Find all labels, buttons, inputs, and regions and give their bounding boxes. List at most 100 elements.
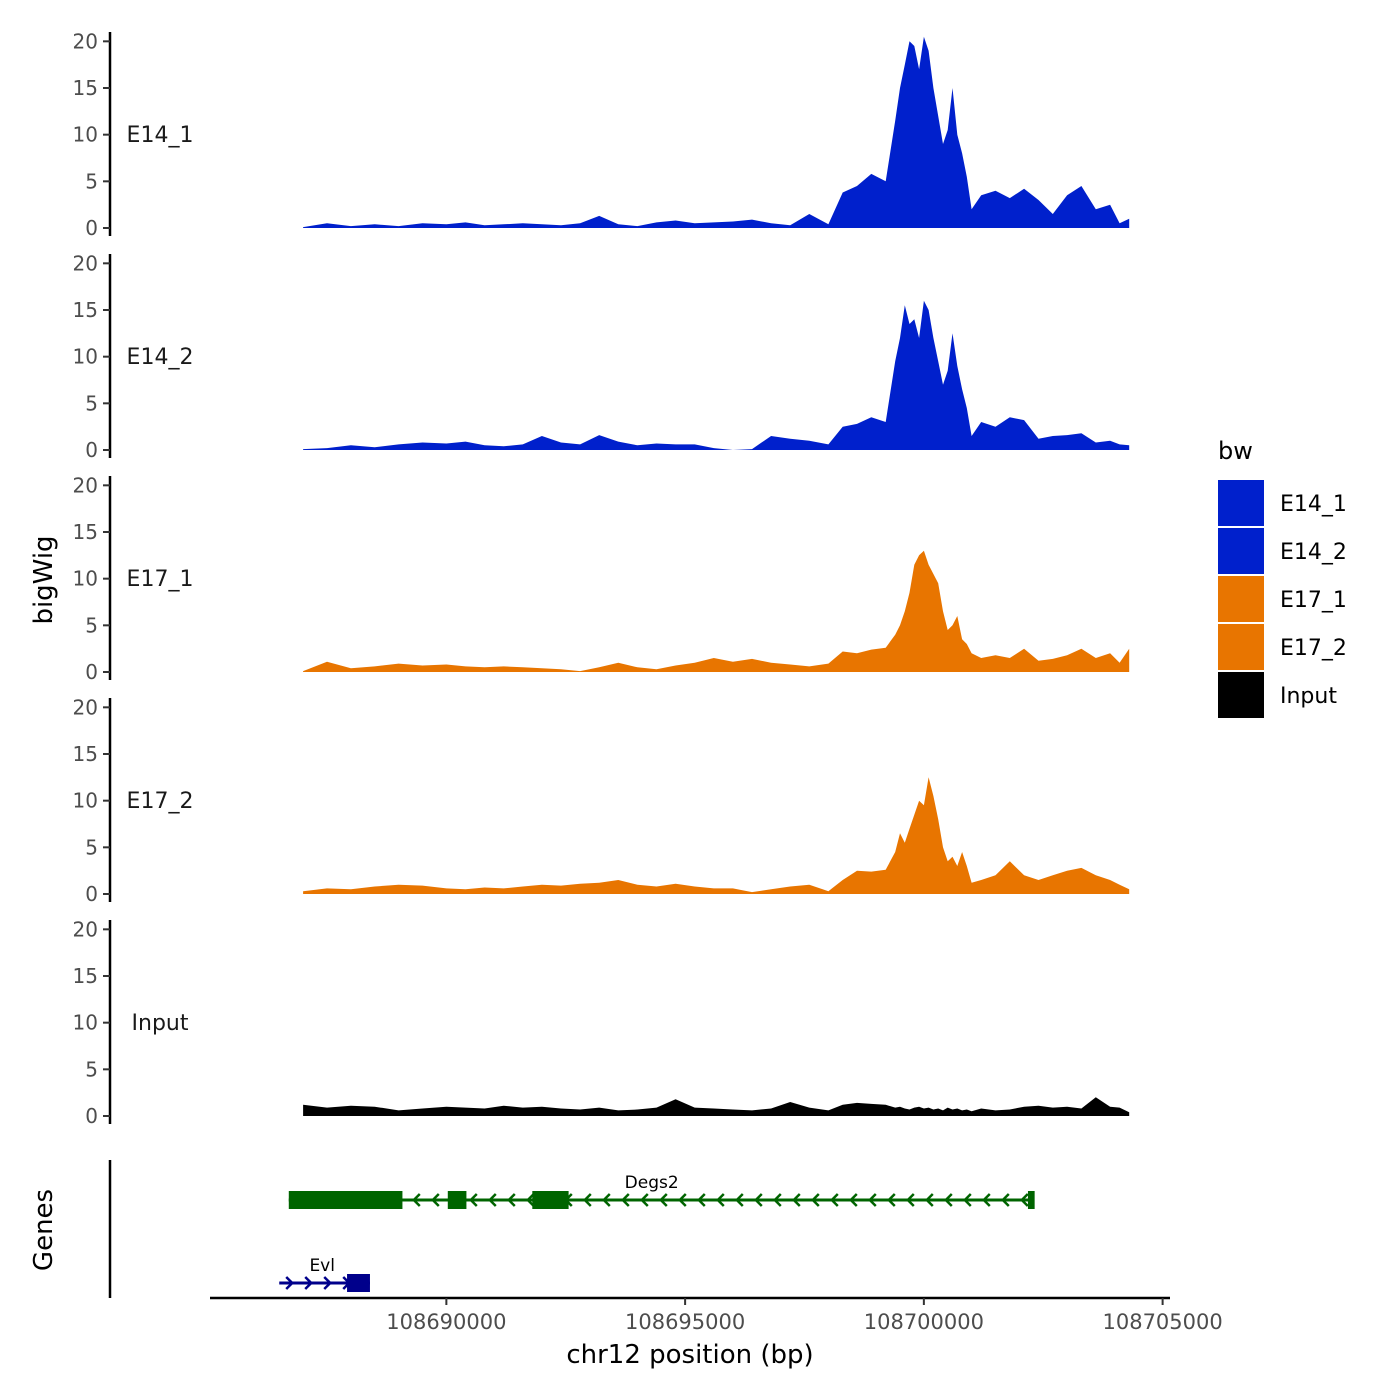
gene-exon xyxy=(532,1191,569,1209)
gene-evl: Evl xyxy=(279,1256,370,1292)
gene-exon xyxy=(288,1191,403,1209)
legend-label: E14_1 xyxy=(1280,492,1347,517)
signal-area-Input xyxy=(303,1097,1130,1116)
y-tick-label: 20 xyxy=(73,917,98,941)
strand-arrow xyxy=(773,1193,782,1207)
y-tick-label: 15 xyxy=(73,742,98,766)
gene-exon xyxy=(447,1191,467,1209)
strand-arrow xyxy=(285,1276,295,1290)
legend-label: E17_2 xyxy=(1280,636,1347,661)
track-E17_2: 0 5 10 15 20 E17_2 xyxy=(73,695,1130,906)
x-tick-label: 108700000 xyxy=(864,1310,984,1334)
strand-arrow xyxy=(697,1193,706,1207)
y-tick-label: 10 xyxy=(73,789,98,813)
strand-arrow xyxy=(602,1193,611,1207)
x-tick-label: 108695000 xyxy=(625,1310,745,1334)
strand-arrow xyxy=(906,1193,915,1207)
track-label: E17_1 xyxy=(127,567,194,592)
strand-arrow xyxy=(716,1193,725,1207)
strand-arrow xyxy=(944,1193,953,1207)
strand-arrow xyxy=(982,1193,991,1207)
strand-arrow xyxy=(526,1193,535,1207)
legend-key-E17_2 xyxy=(1218,624,1264,670)
legend-key-E14_1 xyxy=(1218,480,1264,526)
y-tick-label: 0 xyxy=(85,882,98,906)
strand-arrow xyxy=(887,1193,896,1207)
y-tick-label: 15 xyxy=(73,520,98,544)
strand-arrow xyxy=(323,1276,333,1290)
y-tick-label: 10 xyxy=(73,345,98,369)
strand-arrow xyxy=(507,1193,516,1207)
signal-tracks: 05101520E14_105101520E14_205101520E17_10… xyxy=(73,29,1130,1128)
y-tick-label: 15 xyxy=(73,76,98,100)
y-axis-title: bigWig xyxy=(29,535,59,624)
y-tick-label: 5 xyxy=(85,169,98,193)
x-axis: 108690000 108695000 108700000 108705000 xyxy=(210,1296,1223,1334)
gene-exon xyxy=(1027,1191,1035,1209)
y-tick-label: 0 xyxy=(85,1104,98,1128)
legend: bw E14_1 E14_2 E17_1 E17_2 Input xyxy=(1218,437,1347,718)
strand-arrow xyxy=(304,1276,314,1290)
strand-arrow xyxy=(640,1193,649,1207)
track-label: E17_2 xyxy=(127,789,194,814)
signal-area-E14_2 xyxy=(303,300,1130,450)
gene-label: Evl xyxy=(309,1256,335,1276)
track-label: E14_2 xyxy=(127,345,194,370)
y-tick-label: 10 xyxy=(73,567,98,591)
y-tick-label: 0 xyxy=(85,216,98,240)
legend-title: bw xyxy=(1218,437,1253,465)
x-tick-label: 108705000 xyxy=(1102,1310,1222,1334)
strand-arrow xyxy=(811,1193,820,1207)
x-tick-label: 108690000 xyxy=(386,1310,506,1334)
y-tick-label: 0 xyxy=(85,660,98,684)
track-label: Input xyxy=(132,1011,189,1036)
genes-panel: Degs2 Evl xyxy=(108,1160,1035,1298)
y-tick-label: 20 xyxy=(73,473,98,497)
gene-label: Degs2 xyxy=(625,1173,679,1193)
y-tick-label: 20 xyxy=(73,695,98,719)
track-E14_1: 0 5 10 15 20 E14_1 xyxy=(73,29,1130,240)
gene-exon xyxy=(347,1274,370,1292)
y-tick-label: 20 xyxy=(73,251,98,275)
y-tick-label: 0 xyxy=(85,438,98,462)
strand-arrow xyxy=(412,1193,421,1207)
y-tick-label: 5 xyxy=(85,391,98,415)
strand-arrow xyxy=(431,1193,440,1207)
strand-arrow xyxy=(849,1193,858,1207)
track-Input: 0 5 10 15 20 Input xyxy=(73,917,1130,1128)
strand-arrow xyxy=(469,1193,478,1207)
signal-area-E17_2 xyxy=(303,777,1130,894)
x-axis-title: chr12 position (bp) xyxy=(566,1340,813,1370)
y-tick-label: 5 xyxy=(85,835,98,859)
genes-axis-title: Genes xyxy=(29,1189,59,1271)
track-E17_1: 0 5 10 15 20 E17_1 xyxy=(73,473,1130,684)
legend-label: Input xyxy=(1280,684,1337,709)
legend-key-Input xyxy=(1218,672,1264,718)
strand-arrow xyxy=(868,1193,877,1207)
strand-arrow xyxy=(659,1193,668,1207)
strand-arrow xyxy=(1001,1193,1010,1207)
y-tick-label: 15 xyxy=(73,298,98,322)
track-label: E14_1 xyxy=(127,123,194,148)
y-tick-label: 5 xyxy=(85,613,98,637)
strand-arrow xyxy=(830,1193,839,1207)
strand-arrow xyxy=(735,1193,744,1207)
gene-degs2: Degs2 xyxy=(288,1173,1035,1209)
strand-arrow xyxy=(963,1193,972,1207)
strand-arrow xyxy=(754,1193,763,1207)
y-tick-label: 20 xyxy=(73,29,98,53)
y-tick-label: 10 xyxy=(73,1011,98,1035)
y-tick-label: 5 xyxy=(85,1057,98,1081)
legend-label: E17_1 xyxy=(1280,588,1347,613)
y-tick-label: 10 xyxy=(73,123,98,147)
strand-arrow xyxy=(792,1193,801,1207)
legend-label: E14_2 xyxy=(1280,540,1347,565)
strand-arrow xyxy=(925,1193,934,1207)
track-E14_2: 0 5 10 15 20 E14_2 xyxy=(73,251,1130,462)
signal-area-E14_1 xyxy=(303,36,1130,229)
y-tick-label: 15 xyxy=(73,964,98,988)
strand-arrow xyxy=(678,1193,687,1207)
signal-area-E17_1 xyxy=(303,550,1130,672)
strand-arrow xyxy=(621,1193,630,1207)
